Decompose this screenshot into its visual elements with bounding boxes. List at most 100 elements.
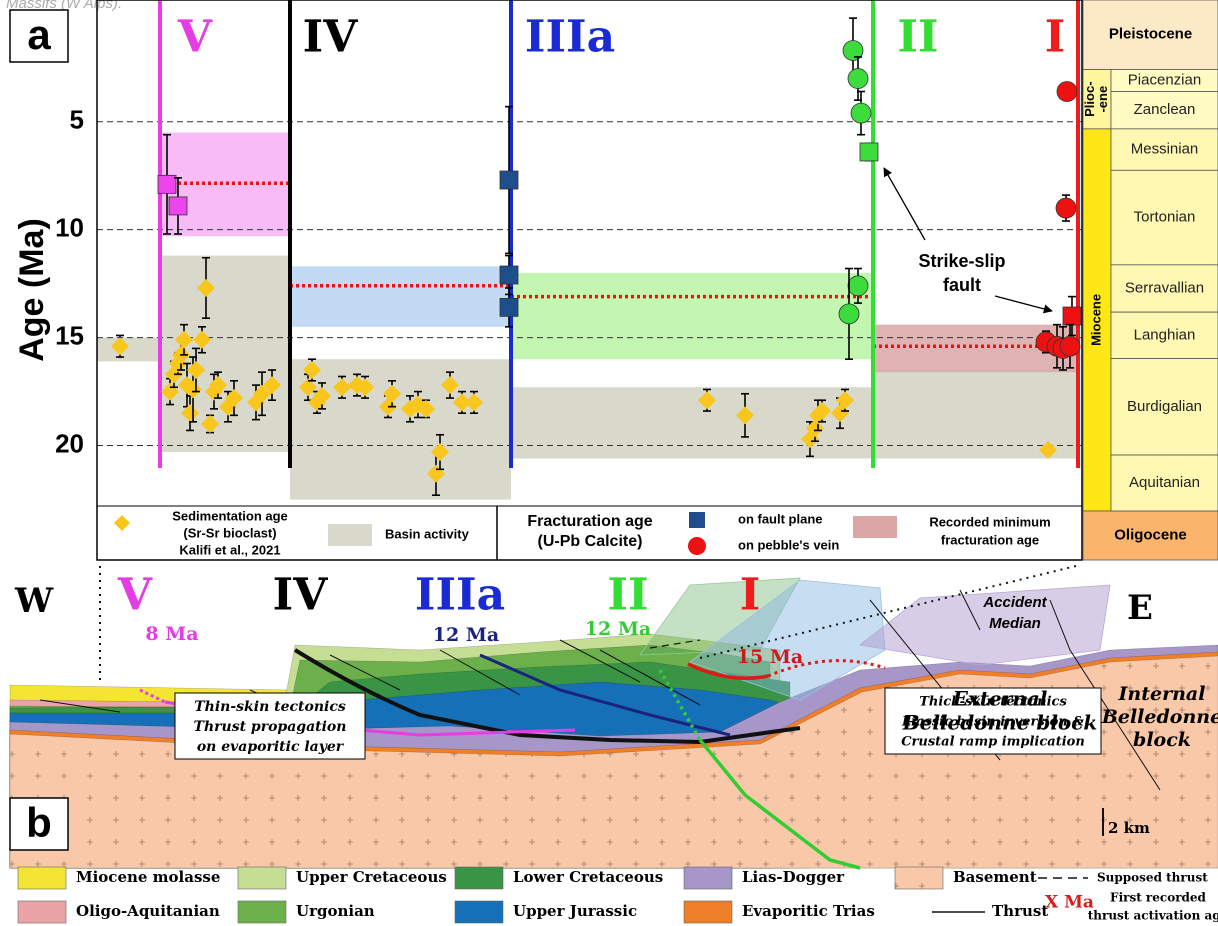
legend-label: Thrust bbox=[992, 902, 1048, 920]
annotation: Strike-slip bbox=[918, 251, 1005, 271]
legend-label: Recorded minimum bbox=[929, 514, 1050, 529]
legend-swatch bbox=[853, 516, 897, 538]
fracture-marker bbox=[499, 170, 519, 190]
legend-label: Upper Cretaceous bbox=[296, 868, 447, 886]
stage bbox=[1110, 264, 1218, 313]
legend: Sedimentation age (Sr-Sr bioclast) Kalifi … bbox=[114, 508, 1051, 557]
section-legend: Miocene molasse Oligo-Aquitanian Upper Cre… bbox=[17, 866, 1218, 924]
epoch bbox=[1082, 510, 1218, 561]
legend-label: on pebble's vein bbox=[738, 537, 839, 552]
legend-label: Lias-Dogger bbox=[742, 868, 845, 886]
sediment-marker bbox=[465, 393, 483, 412]
sediment-marker bbox=[184, 380, 202, 399]
basin-activity bbox=[97, 337, 160, 362]
legend-label: fracturation age bbox=[941, 532, 1039, 547]
fracture-marker bbox=[842, 40, 864, 61]
stage bbox=[1110, 358, 1218, 456]
supposed-thrust bbox=[649, 639, 701, 649]
stage bbox=[1110, 454, 1218, 512]
fracture-marker bbox=[168, 196, 188, 216]
stage-label: Tortonian bbox=[1134, 209, 1196, 226]
sediment-marker bbox=[181, 404, 199, 423]
fracture-marker bbox=[1056, 81, 1078, 102]
stage-label: Piacenzian bbox=[1128, 71, 1201, 88]
fracture-marker bbox=[847, 68, 869, 89]
legend-label: First recorded bbox=[1110, 891, 1206, 905]
legend-label: X Ma bbox=[1045, 893, 1094, 913]
sediment-marker bbox=[197, 278, 215, 297]
legend-label: (U-Pb Calcite) bbox=[538, 533, 643, 550]
section-label: Belledonne bbox=[1101, 706, 1218, 728]
legend-swatch bbox=[328, 524, 372, 546]
section-label: Accident bbox=[982, 594, 1047, 611]
section-label: Internal bbox=[1118, 683, 1206, 705]
legend-label: thrust activation age bbox=[1088, 909, 1218, 923]
fracture-marker bbox=[1055, 197, 1077, 219]
thrust-line bbox=[293, 648, 801, 745]
section-label: 2 km bbox=[1108, 819, 1150, 837]
sediment-marker bbox=[698, 391, 716, 410]
overlays bbox=[639, 577, 1111, 701]
sediment-marker bbox=[813, 402, 831, 421]
panel-label: a bbox=[27, 11, 51, 58]
legend-swatch bbox=[683, 866, 733, 890]
y-tick-label: 20 bbox=[55, 428, 84, 458]
epoch-label: Oligocene bbox=[1114, 526, 1187, 543]
legend-swatch bbox=[17, 900, 67, 924]
section-label: Belledonne block bbox=[902, 711, 1098, 735]
thrust-line bbox=[39, 639, 701, 713]
stage-label: Aquitanian bbox=[1129, 474, 1200, 491]
legend-swatch bbox=[454, 866, 504, 890]
massif-label: I bbox=[740, 570, 761, 621]
legend-swatch bbox=[683, 900, 733, 924]
sediment-marker bbox=[417, 399, 435, 418]
eroded-overlay bbox=[859, 584, 1111, 666]
stage bbox=[1110, 311, 1218, 359]
fracture-marker bbox=[1062, 306, 1082, 326]
fracture-band bbox=[511, 272, 873, 360]
stage bbox=[1110, 169, 1218, 266]
section-label: Thick-skin tectonics bbox=[919, 695, 1067, 710]
legend-swatch bbox=[114, 515, 130, 531]
eroded-overlay bbox=[689, 579, 886, 701]
stage-label: Burdigalian bbox=[1127, 398, 1202, 415]
fracture-marker bbox=[859, 142, 879, 162]
annotation-arrow bbox=[994, 295, 1053, 314]
section-label: Thrust propagation bbox=[194, 719, 347, 735]
legend-label: Lower Cretaceous bbox=[513, 868, 663, 886]
massif-label: I bbox=[1045, 12, 1066, 63]
legend-label: Sedimentation age bbox=[172, 508, 288, 523]
thrust-age: 8 Ma bbox=[145, 623, 198, 645]
sediment-marker bbox=[253, 384, 271, 403]
legend-swatch bbox=[688, 537, 706, 555]
legend-swatch bbox=[237, 866, 287, 890]
sediment-marker bbox=[333, 378, 351, 397]
basin-activity bbox=[873, 369, 1078, 459]
fracture-marker bbox=[847, 275, 869, 297]
massif-label: IV bbox=[303, 12, 359, 63]
y-tick-label: 10 bbox=[55, 213, 84, 243]
section-label: W bbox=[14, 581, 54, 621]
legend-label: Fracturation age bbox=[527, 513, 652, 530]
section-label: Thin-skin tectonics bbox=[194, 699, 346, 715]
y-tick-label: 5 bbox=[70, 105, 84, 135]
sediment-marker bbox=[1039, 440, 1057, 459]
section-label: Liassic basin inversion & bbox=[901, 715, 1084, 730]
legend-label: Miocene molasse bbox=[76, 868, 220, 886]
panel-label-box bbox=[9, 9, 69, 63]
caption-fragment: Massifs (W Alps). bbox=[6, 0, 122, 12]
sediment-marker bbox=[806, 419, 824, 438]
legend-label: Oligo-Aquitanian bbox=[76, 902, 220, 920]
section-label: block bbox=[1133, 729, 1191, 751]
sediment-marker bbox=[175, 330, 193, 349]
sediment-marker bbox=[193, 330, 211, 349]
text-box bbox=[884, 687, 1102, 755]
sediment-marker bbox=[441, 376, 459, 395]
sediment-marker bbox=[736, 406, 754, 425]
stage-label: Messinian bbox=[1131, 141, 1199, 158]
epoch-label: -ene bbox=[1095, 86, 1110, 113]
thrust-i bbox=[687, 662, 769, 681]
sediment-marker bbox=[303, 360, 321, 379]
legend-label: Basement bbox=[953, 868, 1037, 886]
